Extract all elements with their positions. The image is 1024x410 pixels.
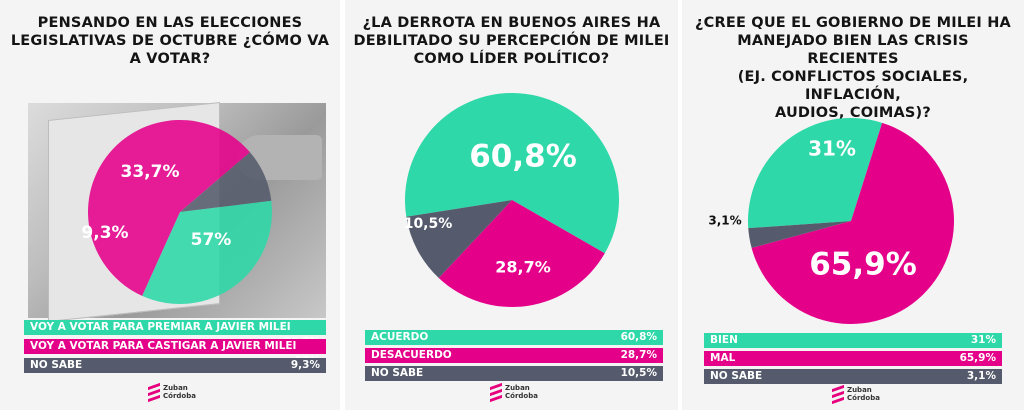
chart-title-line: A VOTAR? — [129, 51, 211, 67]
chart-title-line: MANEJADO BIEN LAS CRISIS RECIENTES — [737, 33, 969, 67]
pie-slice — [751, 122, 954, 325]
logo-text: Córdoba — [847, 394, 880, 402]
legend-row: DESACUERDO 28,7% — [365, 348, 663, 363]
slice-data-label: 31% — [808, 137, 856, 161]
zuban-cordoba-logo: Zuban Córdoba — [490, 382, 550, 405]
logo-text: Córdoba — [163, 392, 196, 400]
pie-chart: 33,7% 57% 9,3% — [81, 119, 272, 304]
legend-row: NO SABE 3,1% — [704, 369, 1002, 384]
zuban-cordoba-logo: Zuban Córdoba — [832, 384, 892, 407]
slice-data-label: 60,8% — [469, 139, 577, 175]
pie-slice — [180, 152, 272, 212]
pie-chart: 60,8% 28,7% 10,5% — [404, 92, 619, 307]
legend-label: MAL — [710, 352, 736, 364]
legend-row: ACUERDO 60,8% — [365, 330, 663, 345]
chart-title-line: (EJ. CONFLICTOS SOCIALES, INFLACIÓN, — [737, 69, 969, 103]
chart-title-line: COMO LÍDER POLÍTICO? — [413, 51, 610, 67]
slice-data-label: 33,7% — [121, 162, 180, 182]
logo-text: Zuban — [505, 384, 530, 392]
pie-slice — [406, 200, 512, 278]
logo-mark-icon — [148, 382, 160, 403]
legend-row: VOY A VOTAR PARA CASTIGAR A JAVIER MILEI… — [24, 339, 326, 367]
slice-data-label: 57% — [191, 230, 232, 250]
chart-title-line: DEBILITADO SU PERCEPCIÓN DE MILEI — [353, 33, 670, 49]
logo-text: Zuban — [163, 384, 188, 392]
slice-data-label: 10,5% — [404, 216, 453, 232]
legend-label: DESACUERDO — [371, 349, 452, 361]
chart-title-line: ¿LA DERROTA EN BUENOS AIRES HA — [362, 15, 661, 31]
legend-label: NO SABE — [30, 359, 83, 371]
legend-label: NO SABE — [710, 370, 763, 382]
chart-panel-vote-intent: PENSANDO EN LAS ELECCIONES LEGISLATIVAS … — [0, 0, 340, 410]
zuban-cordoba-logo: Zuban Córdoba — [148, 382, 208, 405]
legend-value: 31% — [970, 334, 996, 346]
chart-title: ¿LA DERROTA EN BUENOS AIRES HA DEBILITAD… — [353, 14, 670, 68]
pie-chart: 31% 65,9% 3,1% — [708, 117, 954, 325]
pie-slice — [748, 117, 883, 229]
legend-value: 28,7% — [620, 349, 657, 361]
chart-title-line: ¿CREE QUE EL GOBIERNO DE MILEI HA — [695, 15, 1011, 31]
legend-row: MAL 65,9% — [704, 351, 1002, 366]
chart-title: ¿CREE QUE EL GOBIERNO DE MILEI HA MANEJA… — [690, 14, 1016, 122]
logo-text: Zuban — [847, 386, 872, 394]
chart-title: PENSANDO EN LAS ELECCIONES LEGISLATIVAS … — [8, 14, 332, 68]
chart-title-line: LEGISLATIVAS DE OCTUBRE ¿CÓMO VA — [10, 33, 330, 49]
pie-slice — [142, 200, 272, 304]
legend-row: NO SABE 9,3% — [24, 358, 326, 373]
legend-label: BIEN — [710, 334, 738, 346]
legend-value: 65,9% — [959, 352, 996, 364]
legend-label: NO SABE — [371, 367, 424, 379]
slice-data-label: 28,7% — [495, 258, 551, 277]
legend-value: 9,3% — [290, 359, 320, 371]
legend-value: 3,1% — [966, 370, 996, 382]
pie-slice — [438, 200, 605, 307]
chart-panel-defeat-perception: ¿LA DERROTA EN BUENOS AIRES HA DEBILITAD… — [345, 0, 678, 410]
slice-data-label: 3,1% — [708, 214, 741, 228]
chart-title-line: AUDIOS, COIMAS)? — [774, 105, 931, 121]
pie-slice — [87, 119, 250, 296]
logo-mark-icon — [832, 384, 844, 405]
legend-row: VOY A VOTAR PARA PREMIAR A JAVIER MILEI3… — [24, 320, 326, 348]
pie-slice — [748, 221, 851, 248]
pie-slice — [405, 92, 619, 254]
chart-panel-crisis-management: ¿CREE QUE EL GOBIERNO DE MILEI HA MANEJA… — [682, 0, 1024, 410]
logo-mark-icon — [490, 382, 502, 403]
slice-data-label: 9,3% — [81, 223, 128, 243]
slice-data-label: 65,9% — [809, 247, 917, 283]
legend-label: ACUERDO — [371, 331, 429, 343]
legend-value: 10,5% — [620, 367, 657, 379]
legend-label: VOY A VOTAR PARA PREMIAR A JAVIER MILEI — [30, 321, 291, 333]
legend-row: BIEN 31% — [704, 333, 1002, 348]
logo-text: Córdoba — [505, 392, 538, 400]
chart-title-line: PENSANDO EN LAS ELECCIONES — [37, 15, 303, 31]
legend-label: VOY A VOTAR PARA CASTIGAR A JAVIER MILEI — [30, 340, 297, 352]
legend-value: 60,8% — [620, 331, 657, 343]
legend-row: NO SABE 10,5% — [365, 366, 663, 381]
